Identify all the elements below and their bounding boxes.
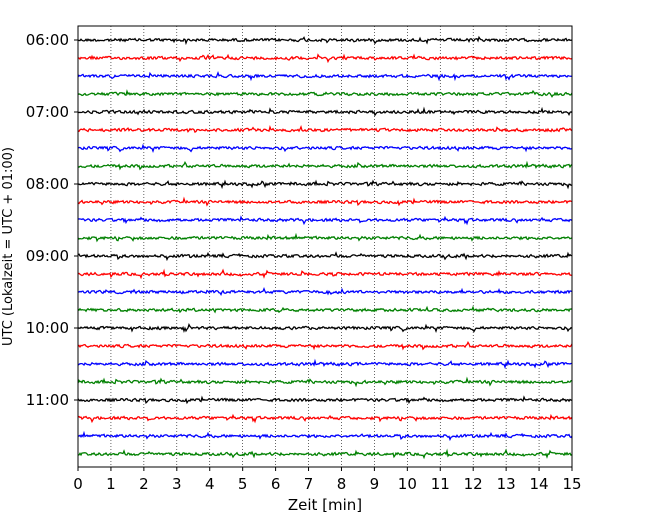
x-tick-label: 5: [238, 475, 248, 493]
trace-1115: [77, 413, 573, 424]
x-tick-label: 10: [398, 475, 417, 493]
trace-0900: [77, 251, 573, 262]
x-tick-label: 14: [530, 475, 549, 493]
x-tick-label: 4: [205, 475, 215, 493]
x-tick-label: 12: [464, 475, 483, 493]
x-tick-label: 0: [73, 475, 83, 493]
seismic-traces: [77, 35, 573, 460]
x-tick-label: 6: [271, 475, 281, 493]
x-tick-label: 13: [497, 475, 516, 493]
trace-1000: [77, 323, 573, 334]
trace-0600: [77, 35, 573, 46]
x-tick-label: 11: [431, 475, 450, 493]
trace-1015: [77, 341, 573, 351]
plot-frame: [77, 25, 573, 468]
y-tick-label: 09:00: [26, 247, 69, 265]
trace-0615: [77, 53, 573, 64]
trace-0815: [77, 196, 573, 207]
trace-0830: [77, 215, 573, 226]
trace-1045: [77, 376, 573, 388]
trace-0915: [77, 268, 573, 280]
y-tick-label: 08:00: [26, 175, 69, 193]
x-tick-label: 9: [370, 475, 380, 493]
x-axis-label: Zeit [min]: [288, 496, 362, 514]
trace-1030: [77, 358, 573, 370]
x-axis-ticks: 0 1 2 3 4 5 6 7 8 9 10 11 12 13 14 15: [73, 467, 582, 493]
trace-0700: [77, 106, 573, 117]
trace-0630: [77, 71, 573, 82]
y-tick-label: 11:00: [26, 391, 69, 409]
x-tick-label: 1: [106, 475, 116, 493]
x-tick-label: 8: [337, 475, 347, 493]
x-tick-label: 2: [139, 475, 149, 493]
trace-1145: [77, 448, 573, 460]
y-tick-label: 07:00: [26, 103, 69, 121]
x-tick-label: 15: [562, 475, 581, 493]
x-tick-label: 3: [172, 475, 182, 493]
trace-0715: [77, 125, 573, 134]
trace-1100: [77, 395, 573, 405]
trace-0930: [77, 287, 573, 297]
trace-0945: [77, 305, 573, 314]
trace-0845: [77, 232, 573, 243]
y-tick-label: 10:00: [26, 319, 69, 337]
trace-1130: [77, 430, 573, 442]
y-axis-label: UTC (Lokalzeit = UTC + 01:00): [1, 147, 16, 346]
x-tick-label: 7: [304, 475, 314, 493]
y-axis-ticks: 06:00 07:00 08:00 09:00 10:00 11:00: [26, 31, 78, 409]
trace-0645: [77, 89, 573, 98]
trace-0745: [77, 160, 573, 171]
trace-0800: [77, 179, 573, 190]
trace-0730: [77, 143, 573, 153]
y-tick-label: 06:00: [26, 31, 69, 49]
